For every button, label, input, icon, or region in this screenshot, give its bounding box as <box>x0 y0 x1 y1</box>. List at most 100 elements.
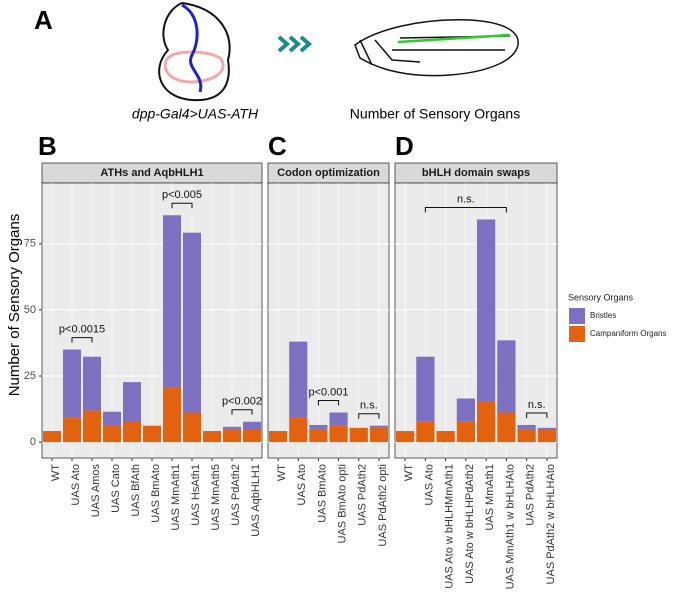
significance-label: p<0.001 <box>308 386 348 398</box>
x-tick-label: UAS HsAth1 <box>190 464 202 526</box>
significance-bracket <box>231 409 253 415</box>
y-tick-label: 25 <box>24 370 36 382</box>
bar-segment <box>456 398 475 422</box>
x-tick-label: UAS PdAth2 <box>525 464 537 526</box>
bar-segment <box>43 431 61 443</box>
strip-title: ATHs and AqbHLH1 <box>100 167 203 179</box>
bar-segment <box>497 340 516 413</box>
bar-segment <box>63 349 81 418</box>
y-tick-label: 0 <box>30 436 36 448</box>
wing-disc-sketch <box>158 1 231 102</box>
x-tick-label: UAS Ato <box>423 464 435 506</box>
bar-segment <box>269 431 288 443</box>
bar-segment <box>183 412 201 443</box>
bar-segment <box>63 417 81 443</box>
x-tick-label: WT <box>276 464 288 481</box>
significance-bracket <box>526 412 548 418</box>
panel-letter: A <box>34 5 53 35</box>
bar-segment <box>477 219 496 402</box>
bar-segment <box>416 421 435 443</box>
x-tick-label: UAS PdAth2 <box>230 464 242 526</box>
significance-label: p<0.002 <box>222 396 262 408</box>
panel-letter: C <box>268 131 287 161</box>
legend-label: Bristles <box>590 311 616 320</box>
bar-segment <box>123 420 141 443</box>
bar-segment <box>369 427 388 443</box>
bar-segment <box>289 341 308 418</box>
x-tick-label: UAS Ato w bHLHMmAth1 <box>444 464 456 589</box>
bar-segment <box>497 412 516 443</box>
caption: Number of Sensory Organs <box>350 106 520 122</box>
bar-segment <box>517 428 536 443</box>
x-tick-label: UAS Cato <box>110 464 122 513</box>
bar-segment <box>456 421 475 443</box>
y-tick-label: 75 <box>24 238 36 250</box>
bar-segment <box>183 232 201 413</box>
x-tick-label: UAS BfAth <box>130 464 142 517</box>
significance-bracket <box>171 202 193 209</box>
bar-segment <box>123 382 141 421</box>
bar-segment <box>203 431 221 443</box>
bar-segment <box>369 425 388 428</box>
bar-segment <box>83 356 101 411</box>
bar-segment <box>103 411 121 425</box>
significance-bracket <box>424 206 507 213</box>
bar-segment <box>309 424 328 429</box>
strip-title: Codon optimization <box>277 167 380 179</box>
bar-segment <box>329 412 348 426</box>
significance-label: n.s. <box>457 193 475 205</box>
x-tick-label: UAS BmAto <box>150 464 162 523</box>
bar-segment <box>243 421 261 430</box>
x-tick-label: UAS Amos <box>90 464 102 518</box>
x-tick-label: UAS Ato <box>70 464 82 506</box>
bar-segment <box>517 424 536 429</box>
arrows <box>277 35 313 53</box>
legend-swatch <box>569 308 585 324</box>
y-tick-label: 50 <box>24 304 36 316</box>
x-tick-label: UAS AqbHLH1 <box>250 464 262 537</box>
legend-swatch <box>569 326 585 342</box>
bar-segment <box>223 426 241 429</box>
bar-segment <box>436 431 455 443</box>
bar-segment <box>223 428 241 443</box>
bar-segment <box>416 356 435 422</box>
bar-segment <box>143 425 161 443</box>
x-tick-label: WT <box>50 464 62 481</box>
legend-title: Sensory Organs <box>568 292 634 302</box>
strip-title: bHLH domain swaps <box>422 167 530 179</box>
bar-segment <box>289 417 308 443</box>
bar-segment <box>537 429 556 443</box>
bar-segment <box>243 429 261 443</box>
x-tick-label: UAS BmAto <box>316 464 328 523</box>
bar-segment <box>537 427 556 430</box>
wing-sketch <box>354 19 519 77</box>
x-tick-label: UAS MmAth1 <box>170 464 182 531</box>
x-tick-label: UAS MmAth1 w bHLHAto <box>504 464 516 589</box>
legend-label: Campaniform Organs <box>590 329 666 338</box>
x-tick-label: WT <box>403 464 415 481</box>
x-tick-label: UAS BmAto opti <box>336 464 348 543</box>
significance-bracket <box>358 413 380 419</box>
panel-letter: B <box>38 131 57 161</box>
x-tick-label: UAS PdAth2 opti <box>377 464 389 547</box>
bar-segment <box>163 387 181 443</box>
x-tick-label: UAS PdAth2 <box>357 464 369 526</box>
bar-segment <box>163 215 181 388</box>
bar-segment <box>477 401 496 443</box>
bar-segment <box>396 431 415 443</box>
x-tick-label: UAS Ato <box>296 464 308 506</box>
x-tick-label: UAS MmAth5 <box>210 464 222 531</box>
y-axis-title: Number of Sensory Organs <box>6 214 23 397</box>
bar-segment <box>83 410 101 443</box>
panel-letter: D <box>395 131 414 161</box>
x-tick-label: UAS Ato w bHLHPdAth2 <box>464 464 476 584</box>
significance-bracket <box>317 400 340 406</box>
bar-segment <box>349 427 368 443</box>
x-tick-label: UAS PdAth2 w bHLHAto <box>545 464 557 584</box>
significance-label: n.s. <box>360 400 378 412</box>
significance-label: p<0.0015 <box>59 323 105 335</box>
significance-label: p<0.005 <box>162 189 202 201</box>
caption: dpp-Gal4>UAS-ATH <box>132 106 259 122</box>
significance-bracket <box>71 337 93 343</box>
